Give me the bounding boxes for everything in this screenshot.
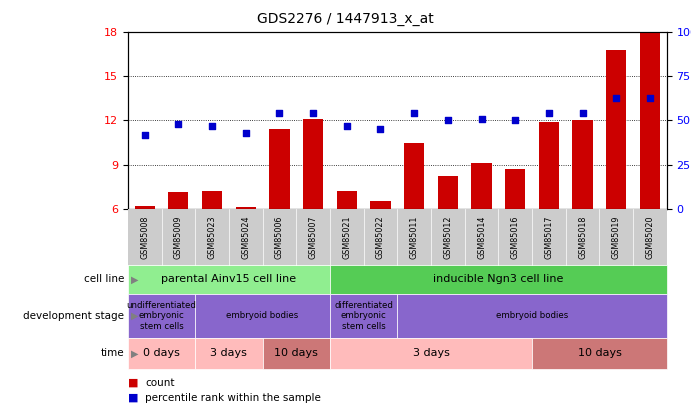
Text: ▶: ▶ bbox=[131, 311, 139, 321]
Bar bbox=[539, 122, 559, 209]
Text: undifferentiated
embryonic
stem cells: undifferentiated embryonic stem cells bbox=[126, 301, 196, 331]
Bar bbox=[471, 163, 491, 209]
Point bbox=[207, 123, 218, 129]
Point bbox=[408, 110, 419, 117]
Bar bbox=[438, 176, 458, 209]
Point bbox=[442, 117, 453, 124]
Text: time: time bbox=[101, 348, 124, 358]
Text: GSM85024: GSM85024 bbox=[241, 215, 250, 259]
Point bbox=[307, 110, 319, 117]
Text: GSM85023: GSM85023 bbox=[207, 215, 216, 259]
Text: GSM85011: GSM85011 bbox=[410, 215, 419, 259]
Point bbox=[139, 131, 150, 138]
Text: GSM85007: GSM85007 bbox=[309, 215, 318, 259]
Text: GSM85016: GSM85016 bbox=[511, 215, 520, 259]
Point bbox=[274, 110, 285, 117]
Point bbox=[543, 110, 554, 117]
Text: GSM85008: GSM85008 bbox=[140, 215, 149, 259]
Text: cell line: cell line bbox=[84, 275, 124, 284]
Bar bbox=[236, 207, 256, 209]
Text: ■: ■ bbox=[128, 393, 138, 403]
Point bbox=[510, 117, 521, 124]
Text: 0 days: 0 days bbox=[143, 348, 180, 358]
Text: ▶: ▶ bbox=[131, 348, 139, 358]
Text: GSM85019: GSM85019 bbox=[612, 215, 621, 259]
Text: GSM85006: GSM85006 bbox=[275, 215, 284, 259]
Text: ■: ■ bbox=[128, 378, 138, 388]
Text: inducible Ngn3 cell line: inducible Ngn3 cell line bbox=[433, 275, 564, 284]
Point bbox=[611, 94, 622, 101]
Text: GSM85018: GSM85018 bbox=[578, 215, 587, 259]
Text: GSM85021: GSM85021 bbox=[342, 215, 351, 259]
Text: parental Ainv15 cell line: parental Ainv15 cell line bbox=[161, 275, 296, 284]
Bar bbox=[303, 119, 323, 209]
Bar bbox=[168, 192, 189, 209]
Bar bbox=[370, 201, 390, 209]
Text: 10 days: 10 days bbox=[578, 348, 621, 358]
Bar bbox=[404, 143, 424, 209]
Text: GSM85012: GSM85012 bbox=[444, 215, 453, 259]
Text: 3 days: 3 days bbox=[413, 348, 449, 358]
Point bbox=[173, 121, 184, 127]
Bar bbox=[337, 191, 357, 209]
Point bbox=[476, 115, 487, 122]
Point bbox=[645, 94, 656, 101]
Text: ▶: ▶ bbox=[131, 275, 139, 284]
Bar bbox=[572, 121, 593, 209]
Point bbox=[341, 123, 352, 129]
Point bbox=[375, 126, 386, 132]
Text: GSM85014: GSM85014 bbox=[477, 215, 486, 259]
Text: GSM85022: GSM85022 bbox=[376, 215, 385, 259]
Bar bbox=[505, 169, 525, 209]
Text: embryoid bodies: embryoid bodies bbox=[496, 311, 568, 320]
Bar bbox=[640, 32, 660, 209]
Text: GDS2276 / 1447913_x_at: GDS2276 / 1447913_x_at bbox=[257, 12, 434, 26]
Bar bbox=[269, 129, 290, 209]
Bar bbox=[135, 206, 155, 209]
Text: count: count bbox=[145, 378, 175, 388]
Text: 3 days: 3 days bbox=[211, 348, 247, 358]
Text: percentile rank within the sample: percentile rank within the sample bbox=[145, 393, 321, 403]
Point bbox=[240, 130, 252, 136]
Text: development stage: development stage bbox=[23, 311, 124, 321]
Text: 10 days: 10 days bbox=[274, 348, 318, 358]
Bar bbox=[202, 191, 222, 209]
Bar bbox=[606, 50, 626, 209]
Text: differentiated
embryonic
stem cells: differentiated embryonic stem cells bbox=[334, 301, 393, 331]
Text: GSM85009: GSM85009 bbox=[174, 215, 183, 259]
Text: GSM85017: GSM85017 bbox=[545, 215, 553, 259]
Text: embryoid bodies: embryoid bodies bbox=[227, 311, 299, 320]
Text: GSM85020: GSM85020 bbox=[645, 215, 654, 259]
Point bbox=[577, 110, 588, 117]
